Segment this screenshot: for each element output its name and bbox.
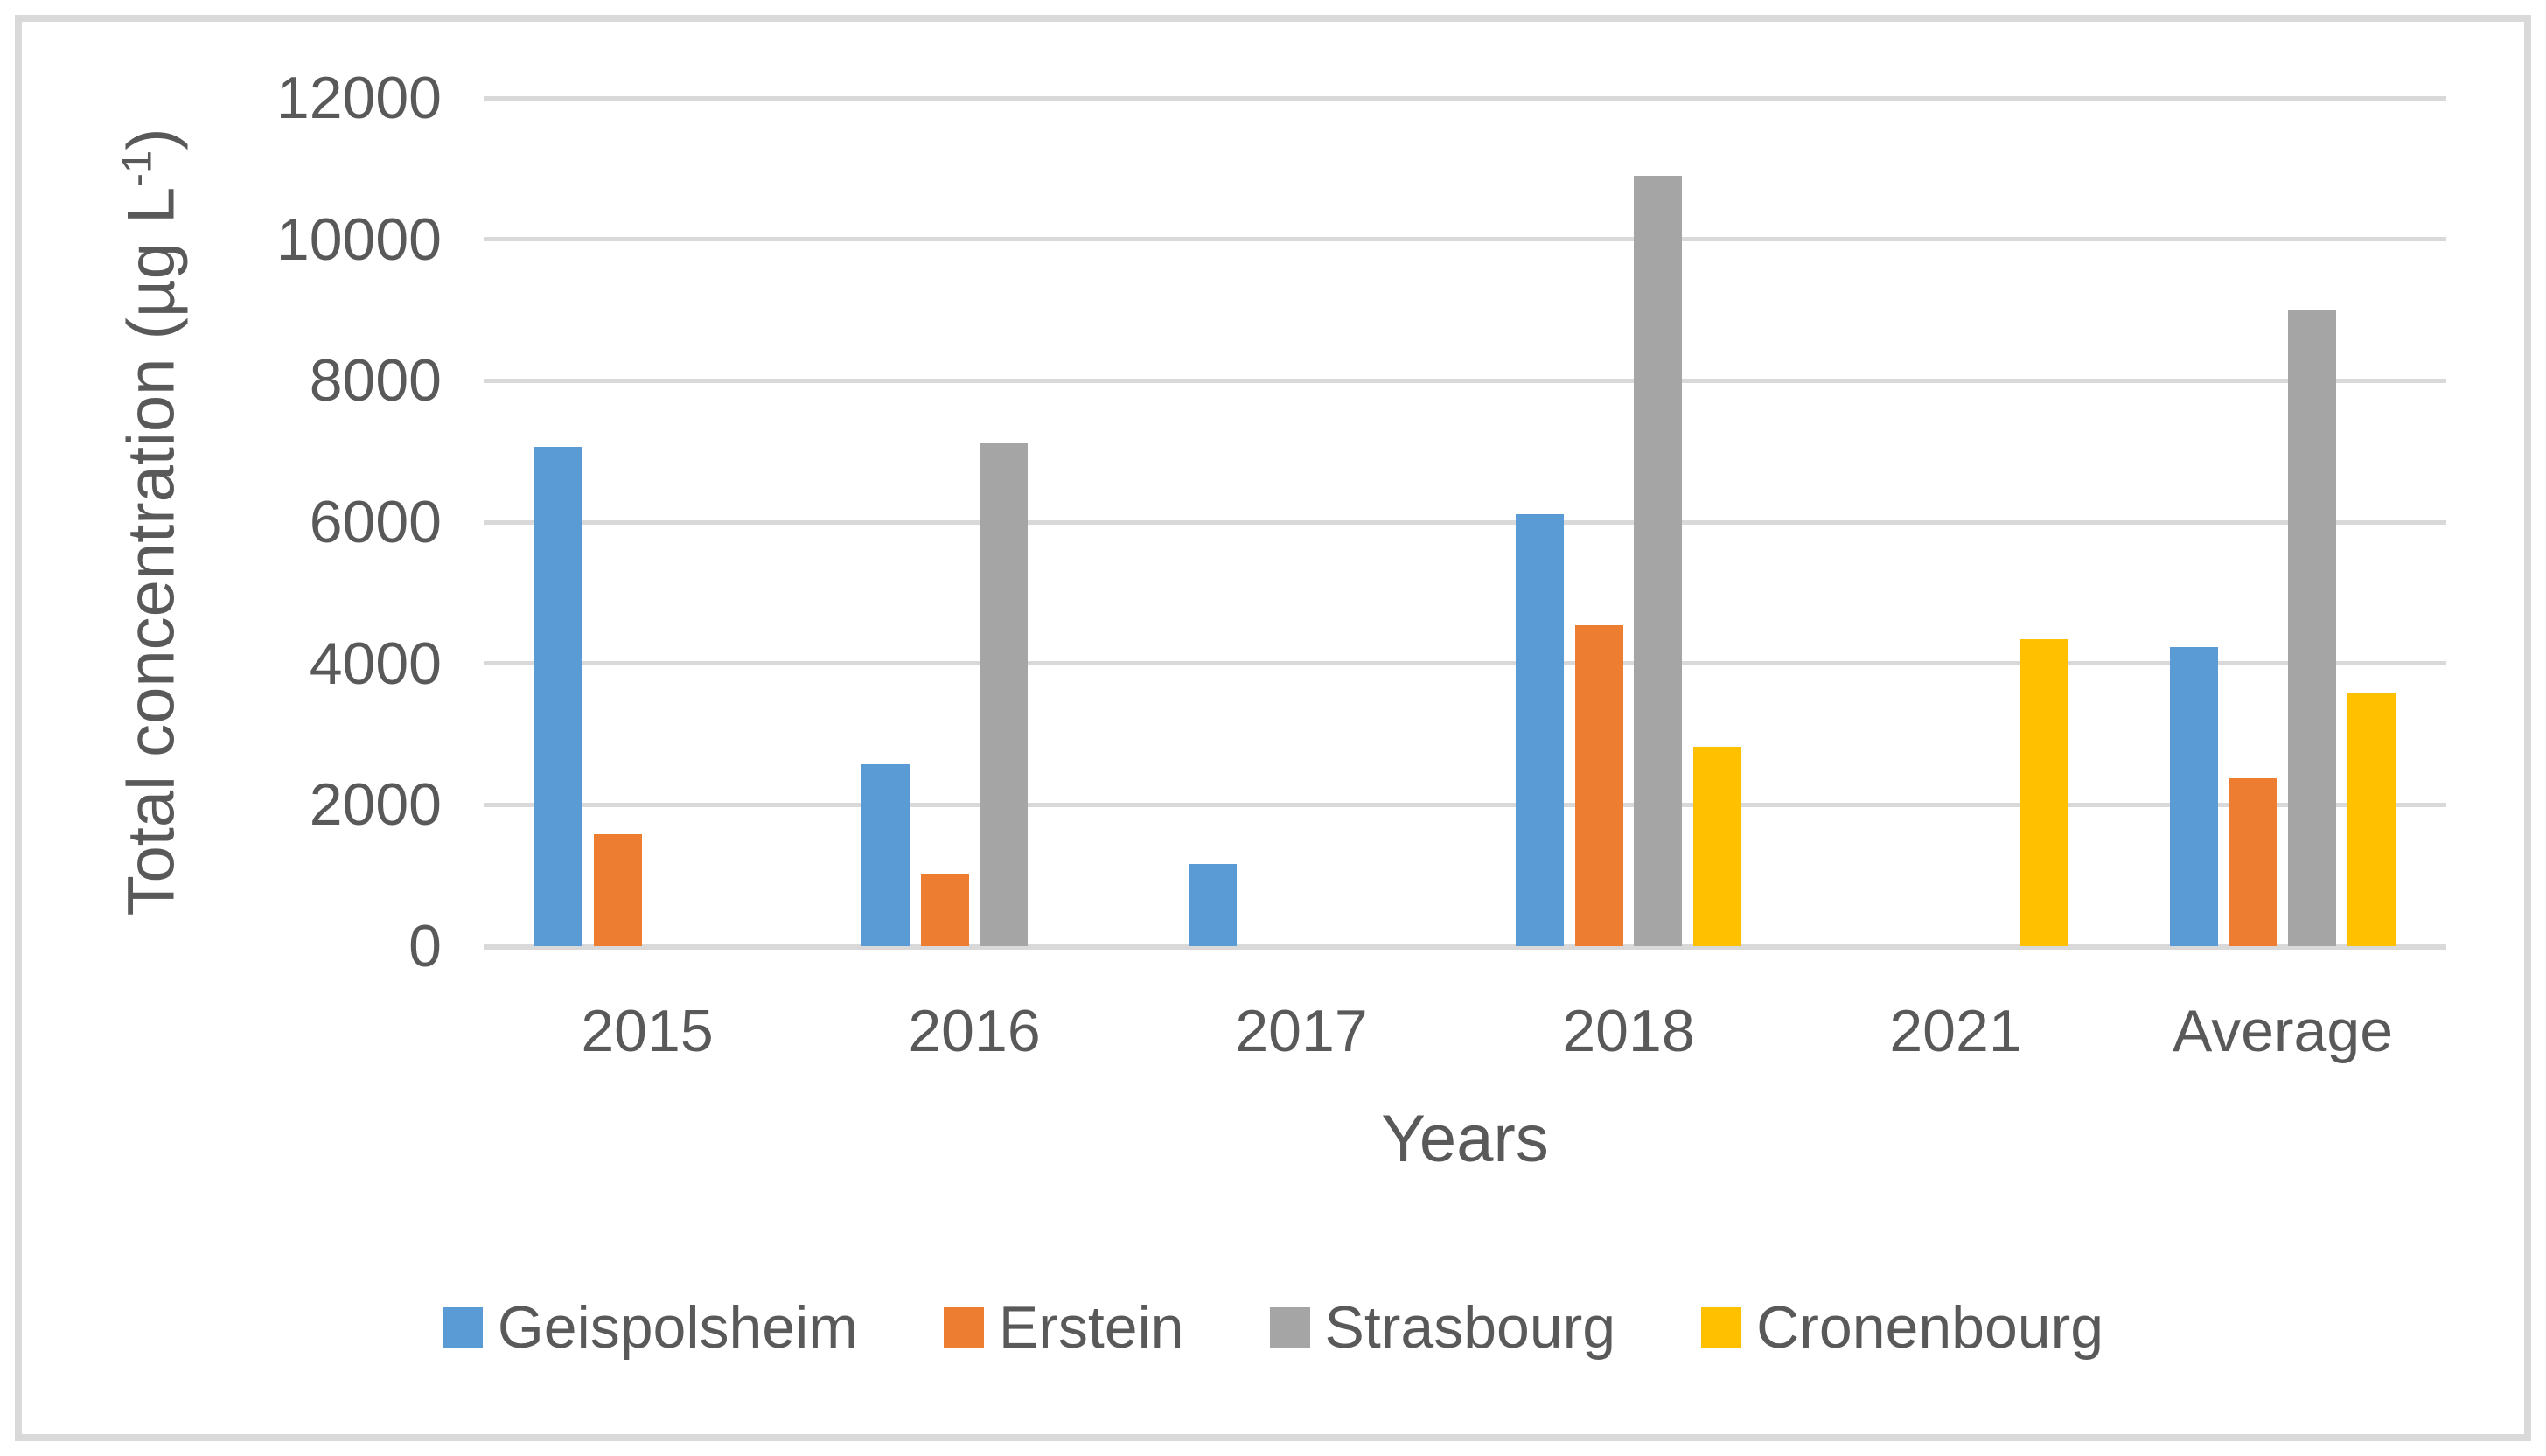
bar-cronenbourg-2018: [1692, 747, 1741, 946]
legend-swatch-geispolsheim: [442, 1307, 483, 1348]
y-tick-label: 4000: [309, 630, 442, 697]
legend-label-strasbourg: Strasbourg: [1324, 1294, 1616, 1361]
bar-strasbourg-average: [2288, 310, 2337, 946]
legend-item-erstein: Erstein: [943, 1294, 1184, 1361]
bar-strasbourg-2016: [980, 443, 1029, 946]
gridline: [484, 519, 2446, 525]
y-tick-label: 8000: [309, 347, 442, 415]
y-axis-title: Total concentration (µg L-1): [113, 128, 189, 916]
y-axis-title-exponent: -1: [113, 150, 160, 187]
gridline: [484, 237, 2446, 242]
legend-swatch-cronenbourg: [1701, 1307, 1742, 1348]
y-tick-label: 6000: [309, 489, 442, 555]
x-axis-line: [484, 944, 2446, 950]
bar-geispolsheim-2018: [1516, 514, 1565, 946]
x-axis-title: Years: [1381, 1102, 1549, 1176]
y-tick-label: 12000: [276, 65, 442, 131]
bar-erstein-average: [2229, 777, 2277, 946]
gridline: [484, 378, 2446, 383]
bar-cronenbourg-2021: [2019, 639, 2068, 946]
legend-swatch-strasbourg: [1269, 1307, 1310, 1348]
gridline: [484, 661, 2446, 666]
x-tick-label-2021: 2021: [1889, 998, 2022, 1064]
bar-geispolsheim-2017: [1189, 864, 1238, 946]
x-tick-label-average: Average: [2172, 998, 2394, 1064]
legend-item-cronenbourg: Cronenbourg: [1701, 1294, 2103, 1361]
bar-geispolsheim-2016: [861, 764, 910, 946]
x-tick-label-2015: 2015: [581, 998, 714, 1064]
x-tick-label-2018: 2018: [1562, 998, 1695, 1064]
bar-erstein-2018: [1574, 625, 1623, 946]
bar-cronenbourg-average: [2347, 693, 2396, 946]
legend-label-geispolsheim: Geispolsheim: [497, 1294, 858, 1361]
legend-item-strasbourg: Strasbourg: [1269, 1294, 1616, 1361]
bar-erstein-2016: [920, 874, 969, 946]
y-tick-label: 10000: [276, 206, 442, 273]
legend-label-cronenbourg: Cronenbourg: [1756, 1294, 2104, 1361]
chart-legend: Geispolsheim Erstein Strasbourg Cronenbourg: [0, 1294, 2546, 1361]
legend-swatch-erstein: [943, 1307, 984, 1348]
gridline: [484, 802, 2446, 807]
bar-geispolsheim-average: [2170, 647, 2219, 946]
bar-geispolsheim-2015: [534, 446, 583, 946]
bar-strasbourg-2018: [1634, 175, 1683, 946]
figure-border: [15, 15, 2531, 1441]
y-tick-label: 0: [408, 913, 442, 979]
bar-erstein-2015: [593, 834, 642, 946]
legend-item-geispolsheim: Geispolsheim: [442, 1294, 858, 1361]
plot-area: [484, 95, 2446, 950]
gridline: [484, 95, 2446, 101]
legend-label-erstein: Erstein: [998, 1294, 1184, 1361]
x-tick-label-2016: 2016: [908, 998, 1041, 1064]
y-tick-label: 2000: [309, 771, 442, 839]
x-tick-label-2017: 2017: [1235, 998, 1368, 1064]
